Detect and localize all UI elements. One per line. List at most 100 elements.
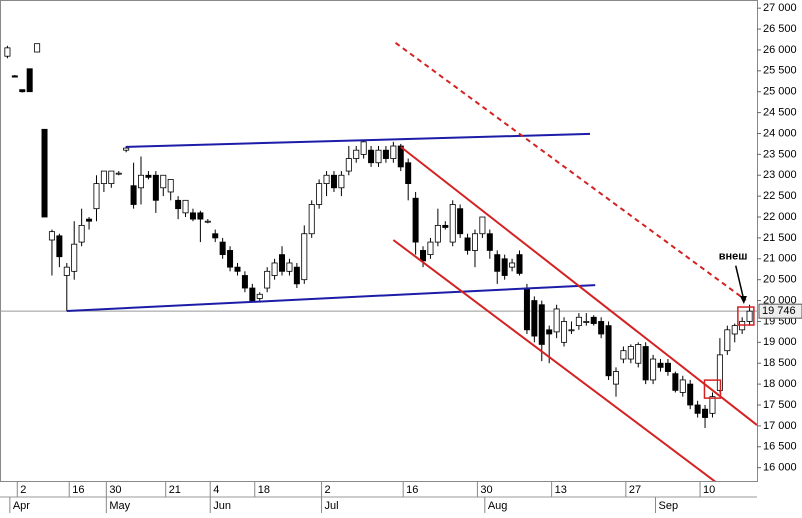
y-tick-label: 23 500: [763, 148, 797, 160]
month-label: May: [109, 500, 130, 512]
y-tick-label: 22 500: [763, 190, 797, 202]
marker-box: [703, 379, 722, 399]
candle-body: [397, 145, 404, 168]
x-tick-label: 2: [20, 484, 26, 496]
x-tick-label: 10: [703, 484, 715, 496]
y-tick-label: 25 000: [763, 86, 797, 98]
candle-body: [420, 250, 427, 262]
last-price-box: [758, 303, 802, 319]
trendline: [400, 146, 757, 426]
candle-body: [197, 212, 204, 220]
y-tick-label: 17 500: [763, 399, 797, 411]
candle-body: [523, 287, 530, 331]
candle-body: [531, 300, 538, 337]
y-tick-label: 23 000: [763, 169, 797, 181]
candle-body: [598, 321, 605, 335]
candle-body: [457, 208, 464, 235]
candle-body: [93, 183, 100, 210]
y-tick-label: 25 500: [763, 65, 797, 77]
candle-body: [34, 43, 41, 53]
candle-body: [4, 47, 11, 57]
candle-body: [316, 183, 323, 205]
candle-body: [353, 149, 360, 159]
candle-body: [516, 254, 523, 274]
trendline: [126, 132, 591, 148]
y-tick-label: 20 500: [763, 274, 797, 286]
month-label: Jul: [325, 500, 339, 512]
candle-body: [189, 212, 196, 220]
last-price-label: 19 746: [762, 305, 796, 317]
y-tick-label: 26 500: [763, 23, 797, 35]
candle-body: [338, 174, 345, 189]
candle-body: [568, 329, 575, 332]
candle-body: [175, 199, 182, 210]
candle-body: [390, 145, 397, 159]
y-tick-label: 18 500: [763, 357, 797, 369]
candle-body: [382, 149, 389, 159]
x-tick-label: 30: [480, 484, 492, 496]
candle-body: [746, 310, 753, 322]
candle-body: [642, 346, 649, 381]
candle-body: [279, 254, 286, 272]
trendline: [394, 42, 747, 301]
y-tick-label: 22 000: [763, 211, 797, 223]
candle-body: [627, 346, 634, 360]
plot-frame: [0, 0, 758, 482]
candle-body: [330, 174, 337, 189]
marker-box: [737, 306, 755, 326]
candle-body: [471, 233, 478, 251]
candle-body: [323, 174, 330, 185]
candle-body: [11, 75, 18, 78]
candle-body: [546, 329, 553, 335]
y-tick-label: 24 000: [763, 127, 797, 139]
candle-body: [412, 197, 419, 243]
x-tick-label: 16: [72, 484, 84, 496]
month-label: Sep: [659, 500, 679, 512]
candle-body: [108, 170, 115, 185]
y-tick-label: 18 000: [763, 378, 797, 390]
candle-body: [271, 262, 278, 276]
candle-body: [286, 262, 293, 272]
candle-body: [538, 304, 545, 345]
candle-body: [590, 316, 597, 324]
candle-body: [234, 266, 241, 272]
candle-body: [479, 216, 486, 235]
candle-body: [212, 233, 219, 239]
axes: 16 000 16 500 17 000 17 500 18 000 18 500 19 0…: [9, 2, 802, 513]
candle-body: [345, 158, 352, 172]
candle-body: [464, 237, 471, 251]
candle-body: [204, 220, 211, 223]
candle-body: [612, 371, 619, 385]
x-tick-label: 13: [555, 484, 567, 496]
y-tick-label: 21 500: [763, 232, 797, 244]
candle-body: [575, 316, 582, 327]
candle-body: [501, 258, 508, 276]
candle-body: [115, 172, 122, 175]
candle-body: [687, 383, 694, 406]
y-tick-label: 17 000: [763, 420, 797, 432]
candle-body: [494, 254, 501, 272]
candle-body: [301, 233, 308, 281]
candle-body: [650, 358, 657, 381]
y-tick-label: 26 000: [763, 44, 797, 56]
annotation: внеш: [719, 251, 748, 263]
candle-body: [152, 174, 159, 201]
trendline: [392, 239, 717, 481]
candle-body: [227, 250, 234, 268]
candle-body: [26, 68, 33, 93]
candle-body: [71, 243, 78, 272]
candle-body: [130, 185, 137, 205]
candle-body: [48, 231, 55, 241]
candle-body: [182, 199, 189, 214]
y-tick-label: 16 000: [763, 462, 797, 474]
x-tick-label: 21: [169, 484, 181, 496]
candle-body: [375, 149, 382, 164]
candle-body: [486, 233, 493, 251]
candle-body: [427, 241, 434, 256]
candle-body: [293, 266, 300, 285]
x-tick-label: 18: [258, 484, 270, 496]
candle-body: [78, 224, 85, 243]
candle-body: [249, 287, 256, 301]
annotation-arrow: [735, 265, 745, 301]
